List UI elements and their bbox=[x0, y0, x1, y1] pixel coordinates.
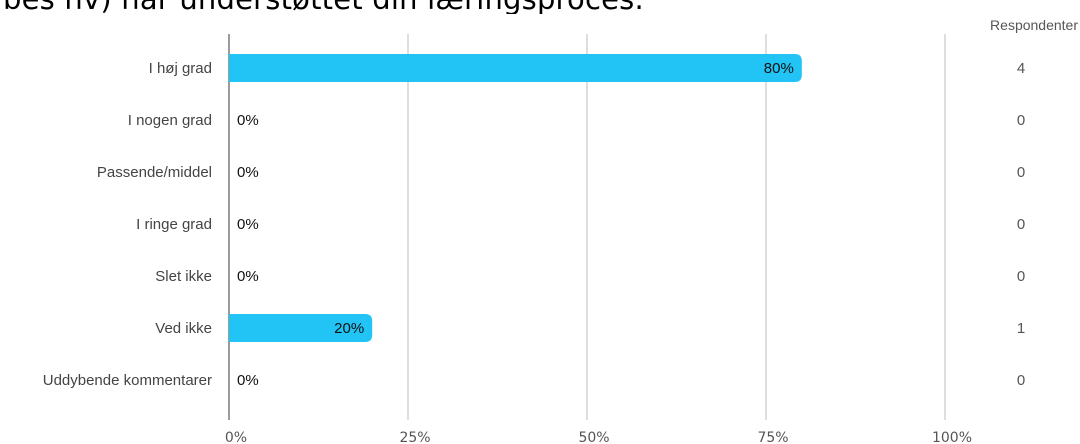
bar-value-label: 0% bbox=[237, 372, 259, 389]
category-label: Uddybende kommentarer bbox=[43, 372, 212, 389]
bar-value-label: 0% bbox=[237, 216, 259, 233]
x-tick-label: 75% bbox=[757, 430, 788, 444]
respondent-count: 0 bbox=[1017, 268, 1025, 285]
bar bbox=[229, 54, 802, 82]
respondent-count: 1 bbox=[1017, 320, 1025, 337]
x-tick-label: 25% bbox=[399, 430, 430, 444]
bar-value-label: 0% bbox=[237, 164, 259, 181]
respondent-count: 0 bbox=[1017, 112, 1025, 129]
category-label: I nogen grad bbox=[128, 112, 212, 129]
respondent-count: 0 bbox=[1017, 372, 1025, 389]
bar-value-label: 0% bbox=[237, 268, 259, 285]
bar bbox=[229, 314, 373, 342]
bar-value-label: 80% bbox=[764, 60, 794, 77]
bars-layer bbox=[229, 54, 802, 342]
respondent-count: 0 bbox=[1017, 216, 1025, 233]
category-label: I høj grad bbox=[149, 60, 212, 77]
category-label: I ringe grad bbox=[136, 216, 212, 233]
x-tick-label: 100% bbox=[932, 430, 972, 444]
respondent-count: 4 bbox=[1017, 60, 1025, 77]
respondents-header: Respondenter bbox=[990, 17, 1078, 33]
labels-layer: 0% 25% 50% 75% 100%I høj grad 80% 4I nogen gra… bbox=[43, 60, 1025, 444]
bar-value-label: 0% bbox=[237, 112, 259, 129]
category-label: Ved ikke bbox=[155, 320, 212, 337]
category-label: Slet ikke bbox=[155, 268, 212, 285]
x-tick-label: 0% bbox=[225, 430, 247, 444]
x-tick-label: 50% bbox=[578, 430, 609, 444]
grid-layer bbox=[228, 34, 946, 420]
chart-title: bes hv) har understøttet din læringsproc… bbox=[3, 0, 644, 14]
chart-title-clip: bes hv) har understøttet din læringsproc… bbox=[0, 0, 960, 14]
category-label: Passende/middel bbox=[97, 164, 212, 181]
respondent-count: 0 bbox=[1017, 164, 1025, 181]
bar-value-label: 20% bbox=[334, 320, 364, 337]
